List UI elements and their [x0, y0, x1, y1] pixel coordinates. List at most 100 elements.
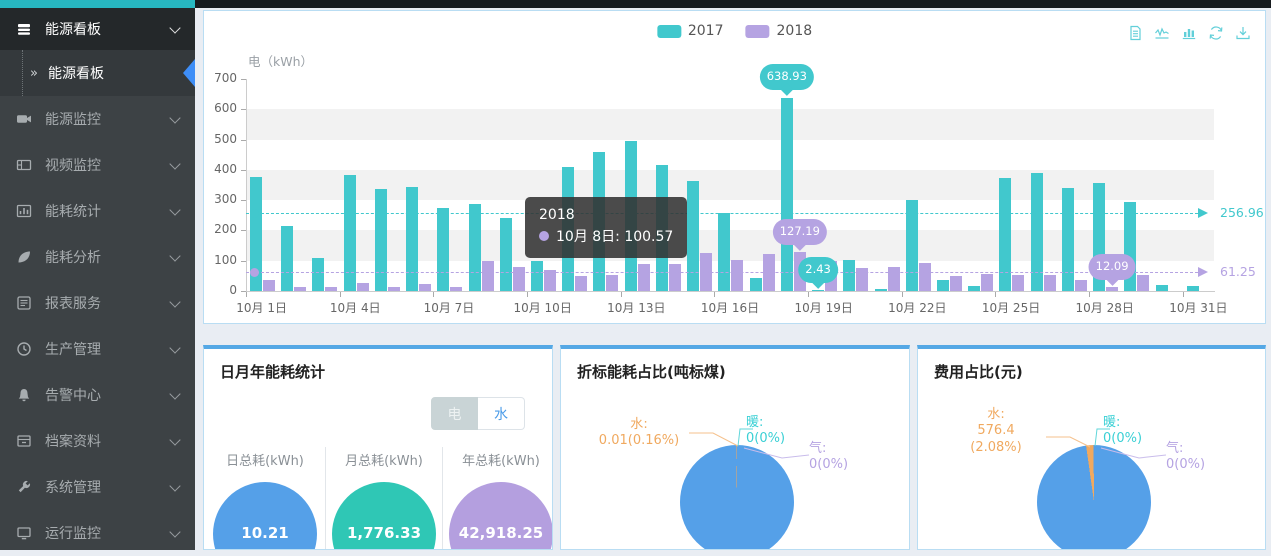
bar-2018-day6[interactable]	[419, 284, 432, 291]
bar-2018-day14[interactable]	[668, 263, 681, 291]
bar-2018-day9[interactable]	[512, 267, 525, 291]
y-tick-label: 400	[214, 161, 237, 176]
y-tick-mark	[241, 291, 246, 292]
line-chart-icon[interactable]	[1154, 25, 1170, 45]
bar-2017-day7[interactable]	[437, 208, 450, 291]
bar-2017-day23[interactable]	[936, 279, 949, 291]
sidebar-item-5[interactable]: 报表服务	[0, 280, 195, 326]
bar-2018-day22[interactable]	[918, 263, 931, 291]
bar-2017-day8[interactable]	[468, 204, 481, 291]
sidebar-item-label: 档案资料	[45, 434, 101, 450]
report-icon	[17, 296, 31, 310]
bar-2017-day6[interactable]	[406, 186, 419, 291]
bar-2018-day7[interactable]	[450, 287, 463, 291]
bar-2017-day18[interactable]	[780, 97, 793, 291]
toggle-water-button[interactable]: 水	[478, 397, 525, 430]
chart-legend: 2017 2018	[656, 23, 813, 39]
data-view-icon[interactable]	[1127, 25, 1143, 45]
y-tick-label: 300	[214, 192, 237, 207]
bar-2018-day23[interactable]	[949, 275, 962, 291]
toggle-electricity-button[interactable]: 电	[431, 397, 478, 430]
bar-2017-day1[interactable]	[250, 177, 262, 291]
pie-label-heat: 暖 0(0%)	[746, 415, 806, 448]
sidebar-item-9[interactable]: 系统管理	[0, 464, 195, 510]
sidebar-item-7[interactable]: 告警中心	[0, 372, 195, 418]
sidebar-item-6[interactable]: 生产管理	[0, 326, 195, 372]
tooltip-series: 2018	[539, 207, 575, 223]
markline-arrow	[1198, 267, 1208, 278]
bar-chart-icon[interactable]	[1181, 25, 1197, 45]
bar-2018-day3[interactable]	[325, 287, 338, 291]
bar-2017-day20[interactable]	[843, 260, 856, 291]
average-markline-2018	[246, 272, 1198, 274]
bar-2017-day31[interactable]	[1186, 286, 1199, 291]
refresh-icon[interactable]	[1208, 25, 1224, 45]
bar-2018-day13[interactable]	[637, 263, 650, 291]
bar-2017-day21[interactable]	[874, 288, 887, 291]
panel-title: 折标能耗占比(吨标煤)	[577, 363, 726, 381]
bar-2018-day24[interactable]	[981, 274, 994, 291]
x-tick-mark	[1182, 292, 1184, 297]
bar-2018-day5[interactable]	[387, 287, 400, 291]
bar-2017-day19[interactable]	[812, 289, 825, 291]
sidebar-item-1[interactable]: 能源监控	[0, 96, 195, 142]
bar-2018-day15[interactable]	[700, 252, 713, 291]
bar-2017-day2[interactable]	[281, 225, 294, 291]
bar-2017-day27[interactable]	[1061, 188, 1074, 291]
sidebar-item-3[interactable]: 能耗统计	[0, 188, 195, 234]
bar-2018-day29[interactable]	[1137, 275, 1150, 291]
bar-2017-day3[interactable]	[312, 258, 325, 291]
chart-tooltip: 2018 10月 8日: 100.57	[525, 197, 688, 259]
yearly-total-circle: 42,918.25	[449, 482, 552, 549]
bar-2018-day8[interactable]	[481, 260, 494, 291]
leaf-icon	[18, 251, 30, 263]
x-tick-mark	[433, 292, 435, 297]
bar-2017-day15[interactable]	[687, 181, 700, 291]
legend-label: 2018	[776, 23, 813, 39]
legend-swatch	[656, 24, 681, 38]
bar-2018-day26[interactable]	[1043, 275, 1056, 291]
dashboard-icon	[18, 24, 30, 35]
bar-2018-day25[interactable]	[1012, 275, 1025, 291]
download-icon[interactable]	[1235, 25, 1251, 45]
bar-2017-day9[interactable]	[499, 218, 512, 291]
x-tick-label: 10月 4日	[329, 301, 381, 315]
bar-2017-day10[interactable]	[531, 261, 544, 291]
legend-item-2018[interactable]: 2018	[745, 23, 813, 39]
bar-2018-day21[interactable]	[887, 266, 900, 291]
chevron-down-icon	[169, 433, 181, 446]
sidebar-item-8[interactable]: 档案资料	[0, 418, 195, 464]
bar-2017-day25[interactable]	[999, 178, 1012, 291]
chevron-down-icon	[169, 249, 181, 262]
x-tick-label: 10月 19日	[794, 301, 853, 315]
tooltip-series-dot	[539, 230, 549, 241]
bar-2017-day30[interactable]	[1155, 285, 1168, 291]
sidebar-item-10[interactable]: 运行监控	[0, 510, 195, 556]
bar-2017-day5[interactable]	[374, 188, 387, 291]
coal-pie-chart[interactable]	[680, 445, 794, 549]
bar-2018-day28[interactable]	[1106, 287, 1119, 291]
sidebar-item-2[interactable]: 视频监控	[0, 142, 195, 188]
sidebar-item-0[interactable]: 能源看板	[0, 8, 195, 50]
bar-2018-day4[interactable]	[356, 282, 369, 291]
bar-2017-day22[interactable]	[905, 200, 918, 291]
bar-2018-day12[interactable]	[606, 275, 619, 291]
bar-2017-day17[interactable]	[749, 277, 762, 291]
bar-2017-day16[interactable]	[718, 212, 731, 291]
sidebar-subitem-energy-dashboard[interactable]: » 能源看板	[0, 50, 195, 96]
cost-pie-chart[interactable]	[1037, 445, 1151, 549]
bar-2018-day2[interactable]	[294, 287, 307, 291]
bar-2018-day11[interactable]	[575, 275, 588, 291]
bar-2018-day16[interactable]	[731, 259, 744, 291]
bar-2017-day24[interactable]	[968, 286, 981, 291]
legend-item-2017[interactable]: 2017	[656, 23, 724, 39]
bar-2018-day1[interactable]	[263, 280, 275, 291]
pie-label-gas: 气 0(0%)	[1166, 441, 1226, 474]
sidebar-item-4[interactable]: 能耗分析	[0, 234, 195, 280]
bar-2018-day20[interactable]	[856, 268, 869, 291]
bar-chart-plot[interactable]	[246, 79, 1214, 291]
bar-2017-day26[interactable]	[1030, 172, 1043, 291]
bar-2018-day27[interactable]	[1074, 280, 1087, 291]
bar-2018-day10[interactable]	[544, 269, 557, 291]
bar-2017-day4[interactable]	[343, 174, 356, 291]
